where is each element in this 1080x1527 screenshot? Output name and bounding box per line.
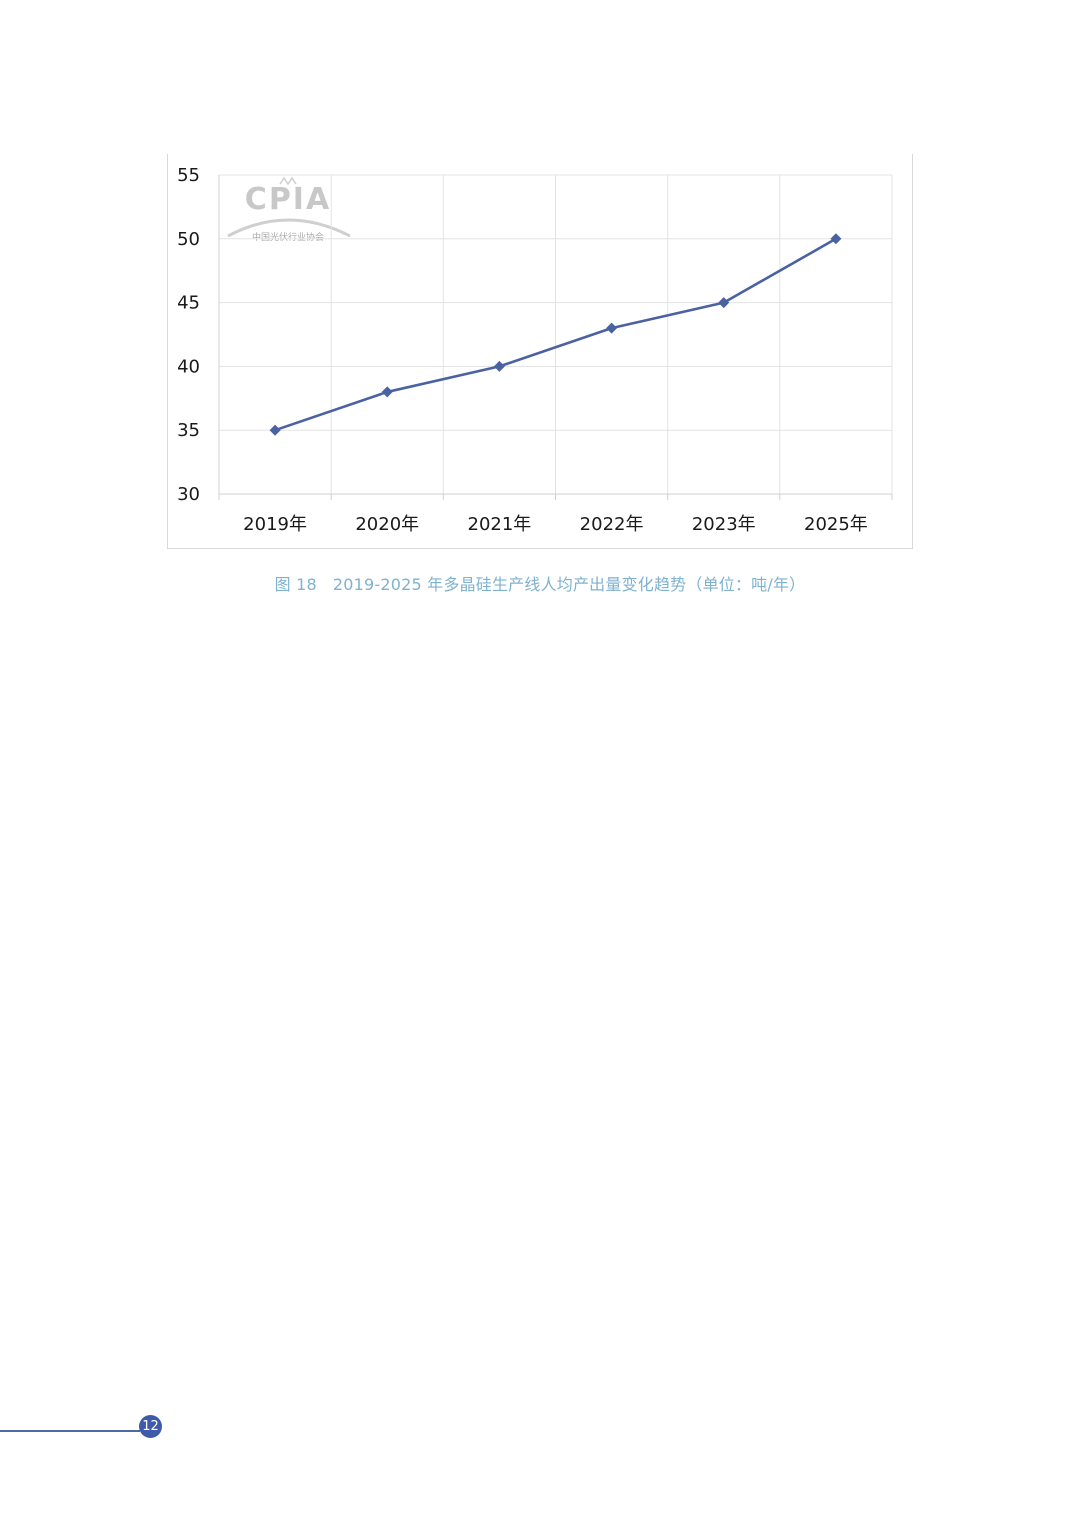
y-tick-label: 35 [177,420,200,441]
y-tick-label: 40 [177,356,200,377]
y-tick-label: 45 [177,293,200,314]
y-tick-label: 30 [177,484,200,505]
x-tick-label: 2025年 [804,514,868,535]
x-tick-label: 2023年 [692,514,756,535]
series-line [274,237,837,432]
page-number-badge: 12 [139,1415,162,1438]
x-tick-label: 2021年 [468,514,532,535]
x-tick-label: 2020年 [355,514,419,535]
data-point-marker [606,322,618,334]
data-point-marker [718,297,730,309]
grid-lines [219,174,893,494]
data-point-marker [493,360,505,372]
x-tick-labels: 2019年 2020年 2021年 2022年 2023年 2025年 [243,514,868,535]
footer-rule [0,1430,140,1432]
data-point-marker [381,386,393,398]
x-tick-label: 2019年 [243,514,307,535]
figure-label: 图 18 [274,575,317,594]
series-layer [269,233,842,436]
y-tick-label: 50 [177,229,200,250]
y-tick-labels: 30 35 40 45 50 55 [177,165,200,505]
data-point-marker [830,233,842,245]
y-tick-label: 55 [177,165,200,186]
axes [218,175,893,500]
figure-caption-text: 2019-2025 年多晶硅生产线人均产出量变化趋势（单位：吨/年） [332,575,806,594]
figure-caption: 图 18 2019-2025 年多晶硅生产线人均产出量变化趋势（单位：吨/年） [0,571,1080,595]
data-point-marker [269,424,281,436]
x-tick-label: 2022年 [580,514,644,535]
